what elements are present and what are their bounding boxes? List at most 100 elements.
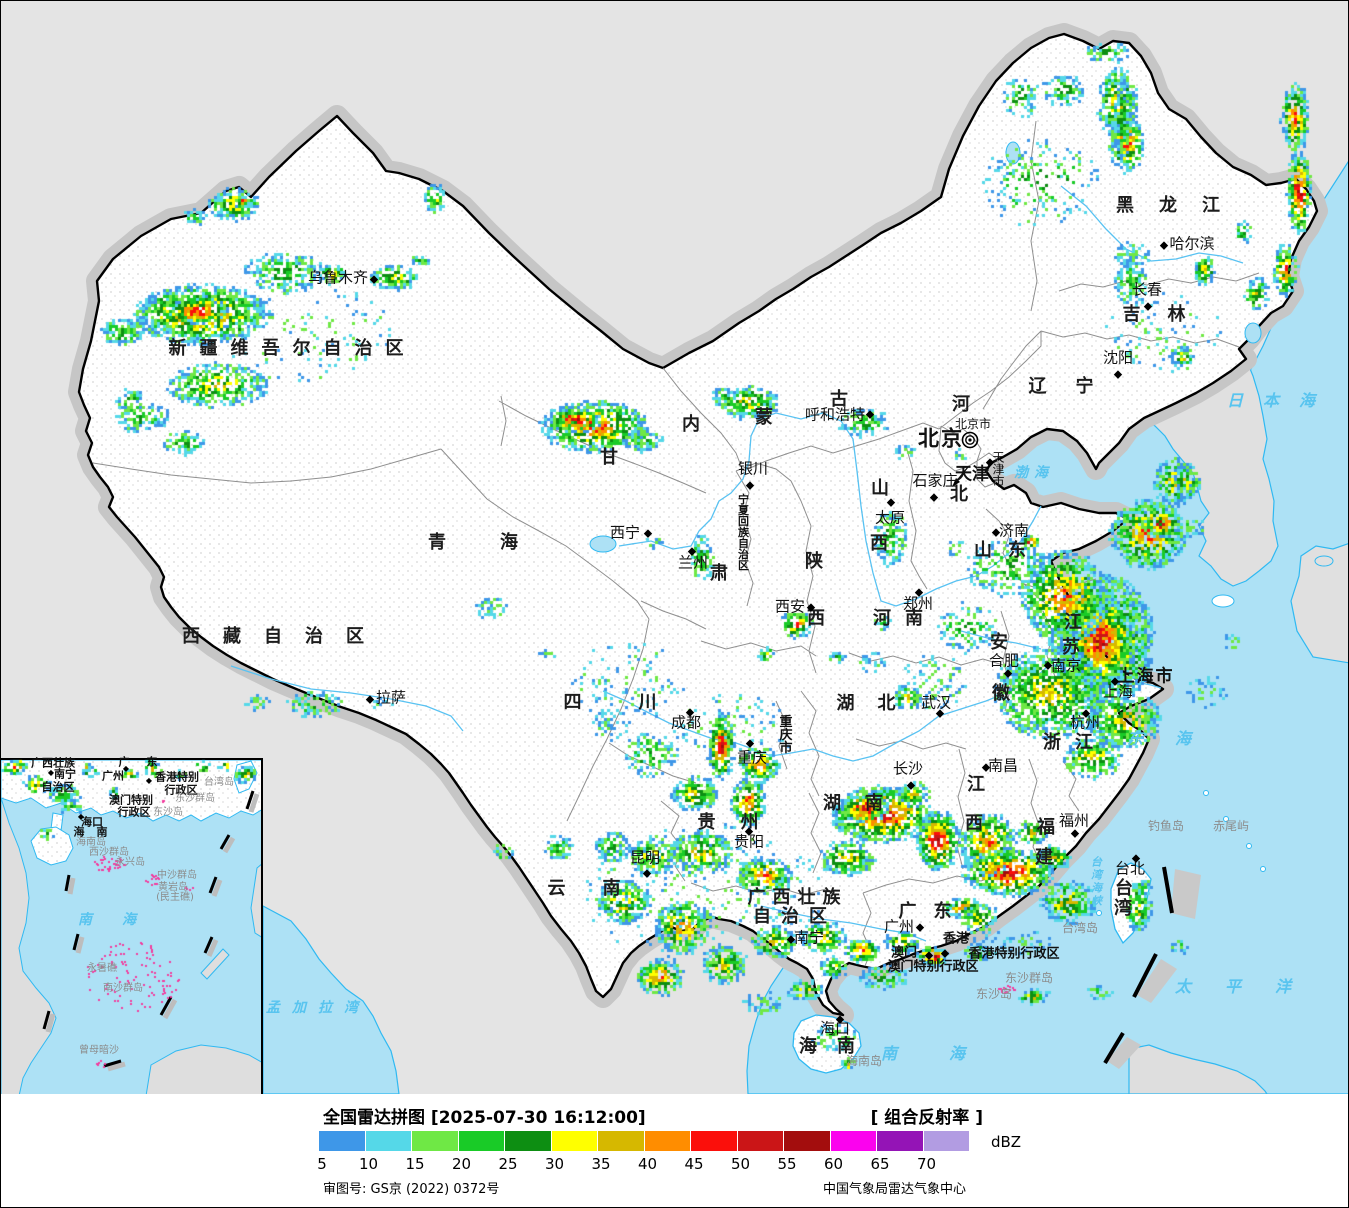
island-label: 台湾岛: [1061, 921, 1099, 935]
province-label: 北: [950, 484, 968, 505]
city-marker-icon: ◆: [1143, 299, 1153, 313]
inset-label: 南宁: [54, 767, 76, 781]
inset-label: 香港特别: [155, 770, 199, 784]
legend-swatch: [923, 1131, 969, 1151]
city-label: 拉萨: [375, 688, 407, 707]
city-label: 哈尔滨: [1169, 234, 1215, 253]
scale-value: 15: [405, 1155, 425, 1173]
province-label: 新疆维吾尔自治区: [168, 338, 417, 359]
inset-label: 行政区: [164, 783, 198, 797]
city-marker-icon: ◆: [745, 736, 755, 750]
province-label: 建: [1035, 847, 1053, 868]
province-label: 湾: [1114, 898, 1132, 919]
scale-value: 65: [870, 1155, 890, 1173]
scale-value: 20: [451, 1155, 472, 1173]
city-marker-icon: ◆: [1043, 658, 1053, 672]
legend-swatch: [505, 1131, 551, 1151]
city-marker-icon: ◆: [122, 764, 130, 773]
scale-value: 35: [591, 1155, 611, 1173]
city-label: 上海: [1102, 682, 1134, 701]
province-label: 江: [967, 774, 985, 795]
city-label: 西安: [774, 597, 806, 616]
city-label: 合肥: [988, 651, 1020, 670]
radar-echo-layer: [1, 1, 1348, 1094]
legend-title: 全国雷达拼图 [2025-07-30 16:12:00]: [323, 1108, 646, 1128]
city-label: 银川: [737, 459, 769, 478]
city-label: 广州: [883, 917, 915, 936]
province-label: 西: [965, 813, 983, 834]
province-label: 西藏自治区: [182, 626, 387, 647]
province-label: 河: [952, 394, 970, 415]
province-label: 贵州: [697, 812, 784, 833]
scale-value: 60: [823, 1155, 844, 1173]
scale-value: 10: [358, 1155, 379, 1173]
inset-island-label: 海南岛: [76, 837, 106, 848]
scale-value: 25: [498, 1155, 518, 1173]
inset-label: 海: [73, 825, 85, 839]
city-marker-icon: ◆: [865, 407, 875, 421]
inset-label: 广: [118, 755, 130, 769]
scale-value: 70: [916, 1155, 937, 1173]
city-marker-icon: ◆: [77, 812, 85, 821]
license-text: 审图号: GS京 (2022) 0372号: [323, 1182, 500, 1197]
province-label: 内: [682, 414, 700, 435]
city-label: 沈阳: [1102, 348, 1134, 367]
province-label: 肃: [710, 563, 728, 584]
city-label: 杭州: [1069, 713, 1101, 732]
city-marker-icon: ◆: [369, 272, 379, 286]
inset-island-label: 东沙群岛: [175, 793, 215, 804]
city-marker-icon: ◆: [745, 478, 755, 492]
city-label: 石家庄: [912, 471, 958, 490]
beijing-capital-icon: [961, 431, 979, 449]
legend-swatch: [877, 1131, 923, 1151]
city-label: 重庆: [736, 748, 768, 767]
city-marker-icon: ◆: [365, 692, 375, 706]
sea-label: 南海: [78, 912, 166, 928]
inset-label: 广州: [102, 769, 124, 783]
province-label: 台: [1115, 878, 1133, 899]
city-label: 海口: [819, 1019, 851, 1038]
city-marker-icon: ◆: [981, 760, 991, 774]
dbz-unit-label: dBZ: [991, 1133, 1022, 1151]
province-label: 湖北: [836, 693, 919, 714]
island-label: 海南岛: [845, 1054, 883, 1068]
province-label: 广西壮族: [747, 887, 848, 908]
scale-value: 30: [544, 1155, 565, 1173]
city-marker-icon: ◆: [906, 778, 916, 792]
city-marker-icon: ◆: [687, 544, 697, 558]
city-marker-icon: ◆: [924, 948, 934, 962]
inset-label: 海口: [81, 815, 103, 829]
city-marker-icon: ◆: [145, 776, 153, 785]
province-label: 山东: [974, 540, 1042, 561]
sar-label: 香港: [942, 931, 970, 947]
sea-label: 太平洋: [1174, 977, 1326, 996]
city-marker-icon: ◆: [642, 866, 652, 880]
city-marker-icon: ◆: [806, 600, 816, 614]
sar-label: 香港特别行政区: [968, 946, 1060, 962]
province-label: 广东: [898, 901, 969, 922]
island-label: 赤尾屿: [1212, 819, 1250, 833]
province-label: 湖南: [823, 793, 907, 814]
tianjin-arrow: [952, 466, 969, 487]
city-label: 南昌: [987, 756, 1019, 775]
inset-label: 广西壮族: [31, 756, 75, 770]
city-marker-icon: ◆: [47, 768, 55, 777]
province-label: 河南: [873, 608, 937, 629]
scale-value: 55: [777, 1155, 797, 1173]
city-marker-icon: ◆: [1110, 674, 1120, 688]
sea-label: 日本海: [1226, 391, 1336, 410]
province-label: 陕: [805, 551, 823, 572]
province-label: 四川: [563, 692, 714, 713]
city-label: 乌鲁木齐: [307, 268, 369, 287]
province-label: 吉林: [1122, 304, 1213, 325]
legend-swatch: [458, 1131, 504, 1151]
china-radar-map: 新疆维吾尔自治区 西藏自治区 青海 四川 云南 贵州 湖南 湖北 河南 山东 广东 海南 浙江 吉林 辽宁黑…: [1, 1, 1348, 1094]
city-marker-icon: ◆: [915, 920, 925, 934]
municipality-label: 上海市: [1117, 666, 1175, 687]
capital-label: 北京: [918, 426, 964, 451]
province-label: 黑龙江: [1116, 195, 1245, 216]
city-label: 太原: [874, 508, 906, 527]
sea-label: 东海: [1126, 729, 1224, 748]
sar-label: 澳门特别行政区: [887, 959, 979, 975]
city-label: 昆明: [629, 848, 661, 867]
